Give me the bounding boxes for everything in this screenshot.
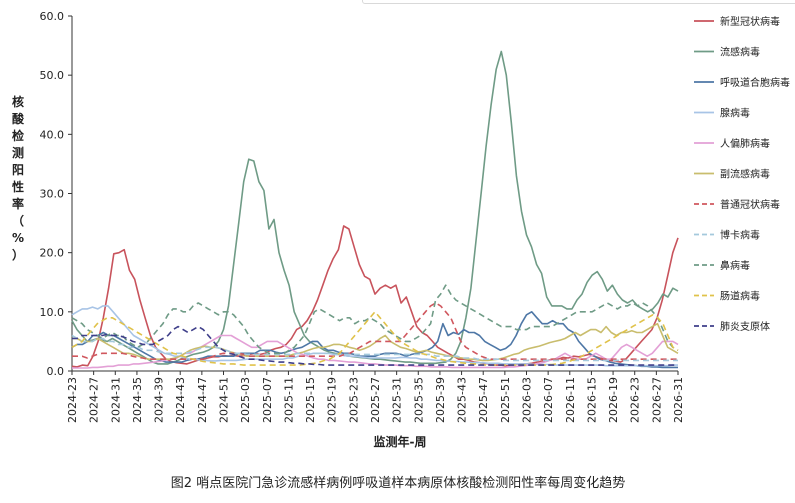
x-tick-label: 2026-03 [521, 377, 534, 423]
x-tick-label: 2026-11 [564, 377, 577, 423]
y-tick-label: 50.0 [40, 69, 65, 82]
x-tick-label: 2025-51 [499, 377, 512, 423]
series-line [71, 311, 678, 369]
x-tick-label: 2025-39 [434, 377, 447, 423]
x-tick-label: 2026-07 [542, 377, 555, 423]
figure-caption: 图2 哨点医院门急诊流感样病例呼吸道样本病原体核酸检测阳性率每周变化趋势 [171, 475, 625, 491]
series-line [71, 225, 679, 368]
legend-label: 博卡病毒 [720, 229, 760, 242]
x-tick-label: 2024-47 [196, 377, 209, 423]
legend: 新型冠状病毒流感病毒呼吸道合胞病毒腺病毒人偏肺病毒副流感病毒普通冠状病毒博卡病毒… [694, 15, 790, 333]
x-tick-label: 2024-35 [131, 377, 144, 423]
x-tick-label: 2025-23 [347, 377, 360, 423]
series-lines [71, 50, 679, 369]
legend-label: 人偏肺病毒 [720, 137, 770, 150]
x-tick-label: 2026-15 [585, 377, 598, 423]
legend-label: 流感病毒 [720, 46, 760, 59]
x-tick-label: 2026-31 [672, 377, 685, 423]
series-line [71, 305, 678, 367]
series-line [71, 334, 678, 362]
x-tick-label: 2024-51 [218, 377, 231, 423]
legend-label: 腺病毒 [720, 107, 750, 120]
series-line [71, 311, 679, 366]
y-axis: 0.0 10.0 20.0 30.0 40.0 50.0 60.0 [40, 10, 73, 378]
series-line [72, 322, 679, 362]
legend-label: 肺炎支原体 [720, 321, 770, 333]
legend-label: 新型冠状病毒 [720, 15, 780, 28]
x-tick-label: 2025-35 [412, 377, 425, 423]
x-tick-label: 2026-23 [629, 377, 642, 423]
x-tick-label: 2025-19 [326, 377, 339, 423]
x-tick-label: 2026-19 [607, 377, 620, 423]
legend-label: 肠道病毒 [720, 290, 760, 303]
x-tick-label: 2025-07 [261, 377, 274, 423]
x-axis: 2024-23 2024-27 2024-31 2024-35 2024-39 2024-… [66, 370, 685, 423]
x-tick-label: 2026-27 [650, 377, 663, 423]
x-tick-label: 2024-39 [153, 377, 166, 423]
x-tick-label: 2025-11 [282, 377, 295, 423]
y-tick-label: 10.0 [40, 306, 65, 319]
legend-label: 鼻病毒 [720, 259, 750, 272]
x-tick-label: 2025-27 [369, 377, 382, 423]
y-tick-label: 0.0 [47, 365, 65, 378]
x-axis-label: 监测年-周 [374, 434, 427, 449]
y-tick-label: 60.0 [40, 10, 65, 23]
series-line [71, 50, 679, 365]
legend-label: 呼吸道合胞病毒 [720, 76, 790, 89]
top-frame [362, 0, 795, 4]
x-tick-label: 2025-15 [304, 377, 317, 423]
y-tick-label: 30.0 [40, 188, 65, 201]
legend-label: 副流感病毒 [720, 168, 770, 181]
x-tick-label: 2025-43 [456, 377, 469, 423]
legend-label: 普通冠状病毒 [720, 198, 780, 211]
x-tick-label: 2024-31 [109, 377, 122, 423]
series-line [72, 302, 678, 360]
x-tick-label: 2024-23 [66, 377, 79, 423]
y-tick-label: 20.0 [40, 247, 65, 260]
y-tick-label: 40.0 [40, 128, 65, 141]
series-line [71, 284, 679, 355]
x-tick-label: 2025-31 [391, 377, 404, 423]
y-axis-label: 核酸检测阳性率（%） [11, 94, 25, 262]
x-tick-label: 2024-27 [88, 377, 101, 423]
x-tick-label: 2024-43 [174, 377, 187, 423]
x-tick-label: 2025-47 [477, 377, 490, 423]
x-tick-label: 2025-03 [239, 377, 252, 423]
